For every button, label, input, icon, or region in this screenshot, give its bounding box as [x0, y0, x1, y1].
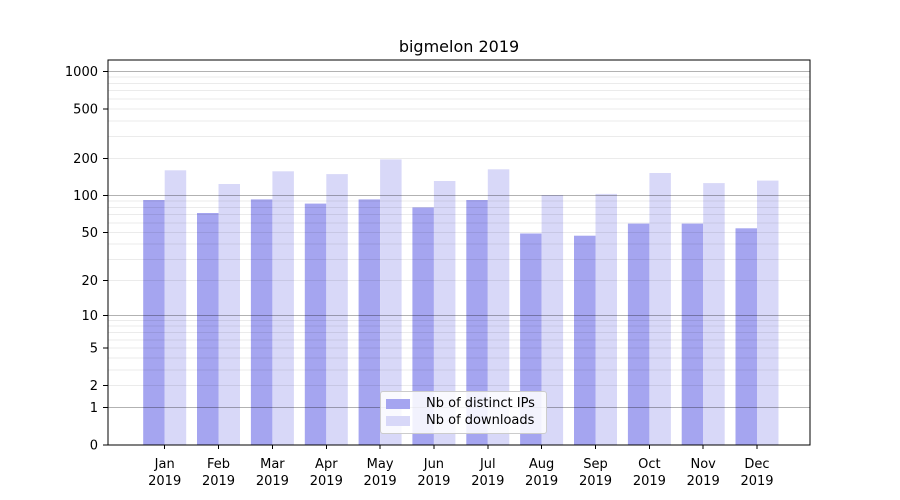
legend-item-distinct-ips: Nb of distinct IPs [386, 396, 540, 412]
bar [412, 207, 434, 445]
y-tick-label: 200 [73, 152, 98, 167]
x-tick-label-year: 2019 [310, 474, 343, 489]
bars [143, 159, 779, 446]
legend-swatch-downloads [386, 416, 410, 427]
legend-swatch-distinct-ips [386, 398, 410, 409]
x-tick-label-month: May [367, 457, 394, 472]
bar [757, 180, 779, 445]
x-tick-label-month: Apr [315, 457, 338, 472]
x-tick-label-year: 2019 [740, 474, 773, 489]
x-tick-label-year: 2019 [364, 474, 397, 489]
gridlines [108, 71, 810, 408]
bar [272, 171, 294, 446]
bar [574, 235, 596, 445]
bar [380, 159, 402, 445]
legend-item-downloads: Nb of downloads [386, 413, 540, 429]
bar [218, 184, 240, 445]
bar [304, 203, 327, 445]
bar [143, 200, 165, 445]
plot-frame [107, 59, 811, 446]
y-tick-label: 50 [81, 226, 98, 241]
y-tick-label: 1000 [65, 65, 98, 80]
x-tick-label-year: 2019 [256, 474, 289, 489]
x-tick-label-year: 2019 [202, 474, 235, 489]
x-tick-label-month: Jul [479, 457, 496, 472]
bar [627, 223, 650, 445]
x-tick-label-month: Sep [583, 457, 608, 472]
bar [541, 195, 564, 445]
x-tick-label-month: Jun [423, 457, 444, 472]
y-tick-label: 1 [90, 401, 98, 416]
x-tick-label-year: 2019 [633, 474, 666, 489]
bar [433, 181, 456, 445]
x-tick-label-month: Dec [744, 457, 769, 472]
bar [164, 170, 187, 446]
legend-label-distinct-ips: Nb of distinct IPs [426, 395, 535, 411]
y-tick-label: 5 [90, 342, 98, 357]
bar [466, 200, 488, 445]
y-tick-label: 20 [81, 274, 98, 289]
x-tick-label-month: Mar [260, 457, 285, 472]
x-tick-label-year: 2019 [579, 474, 612, 489]
x-tick-label-month: Oct [638, 457, 660, 472]
series-1 [164, 159, 779, 446]
x-tick-label-year: 2019 [148, 474, 181, 489]
x-tick-label-month: Feb [207, 457, 230, 472]
x-tick-label-month: Jan [154, 457, 175, 472]
bar [197, 213, 219, 445]
x-tick-label-year: 2019 [471, 474, 504, 489]
legend-label-downloads: Nb of downloads [426, 413, 535, 429]
bar [595, 193, 617, 445]
bar [487, 169, 510, 446]
series-0 [143, 199, 757, 445]
y-tick-label: 500 [73, 102, 98, 117]
x-tick-label-year: 2019 [525, 474, 558, 489]
chart-title: bigmelon 2019 [398, 37, 520, 56]
bar [326, 174, 348, 445]
bar [703, 183, 725, 445]
bar [250, 199, 273, 445]
y-tick-label: 0 [90, 439, 98, 454]
tick-labels: 0 1 2 5 10 20 50 100 200 500 1000 Jan 2019 Feb 2019 Mar… [65, 65, 774, 489]
bar [649, 173, 671, 445]
x-tick-label-year: 2019 [687, 474, 720, 489]
y-tick-label: 2 [90, 379, 98, 394]
legend: Nb of distinct IPs Nb of downloads [380, 391, 547, 434]
y-tick-label: 100 [73, 189, 98, 204]
bar [735, 228, 757, 445]
x-tick-label-year: 2019 [417, 474, 450, 489]
x-tick-label-month: Nov [691, 457, 717, 472]
bar [358, 199, 381, 445]
bar [681, 223, 704, 445]
x-tick-label-month: Aug [529, 457, 554, 472]
axes [103, 59, 811, 449]
y-tick-label: 10 [81, 309, 98, 324]
